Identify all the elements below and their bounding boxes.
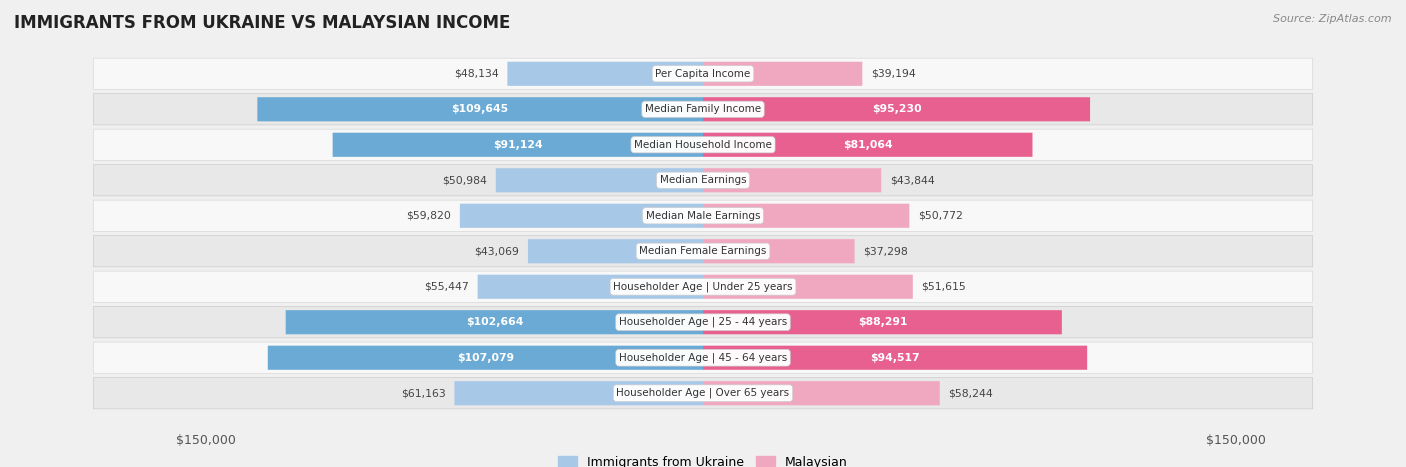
Text: $61,163: $61,163 [401,388,446,398]
FancyBboxPatch shape [93,342,1313,373]
FancyBboxPatch shape [93,236,1313,267]
Text: $107,079: $107,079 [457,353,515,363]
FancyBboxPatch shape [93,200,1313,231]
FancyBboxPatch shape [703,239,855,263]
FancyBboxPatch shape [527,239,703,263]
FancyBboxPatch shape [703,204,910,228]
Text: $50,984: $50,984 [443,175,488,185]
FancyBboxPatch shape [333,133,703,157]
FancyBboxPatch shape [257,97,703,121]
Text: Householder Age | 45 - 64 years: Householder Age | 45 - 64 years [619,353,787,363]
FancyBboxPatch shape [93,129,1313,160]
Legend: Immigrants from Ukraine, Malaysian: Immigrants from Ukraine, Malaysian [558,456,848,467]
Text: IMMIGRANTS FROM UKRAINE VS MALAYSIAN INCOME: IMMIGRANTS FROM UKRAINE VS MALAYSIAN INC… [14,14,510,32]
Text: $91,124: $91,124 [494,140,543,150]
FancyBboxPatch shape [703,62,862,86]
Text: $51,615: $51,615 [921,282,966,292]
Text: Householder Age | 25 - 44 years: Householder Age | 25 - 44 years [619,317,787,327]
Text: $59,820: $59,820 [406,211,451,221]
Text: $94,517: $94,517 [870,353,920,363]
FancyBboxPatch shape [703,133,1032,157]
Text: $81,064: $81,064 [844,140,893,150]
Text: $39,194: $39,194 [870,69,915,79]
FancyBboxPatch shape [478,275,703,299]
Text: Median Male Earnings: Median Male Earnings [645,211,761,221]
FancyBboxPatch shape [496,168,703,192]
Text: $109,645: $109,645 [451,104,509,114]
FancyBboxPatch shape [703,168,882,192]
Text: $58,244: $58,244 [948,388,993,398]
FancyBboxPatch shape [460,204,703,228]
Text: Median Family Income: Median Family Income [645,104,761,114]
Text: $48,134: $48,134 [454,69,499,79]
Text: $102,664: $102,664 [465,317,523,327]
FancyBboxPatch shape [93,271,1313,302]
Text: $88,291: $88,291 [858,317,907,327]
Text: $43,069: $43,069 [475,246,519,256]
FancyBboxPatch shape [703,381,939,405]
Text: Median Female Earnings: Median Female Earnings [640,246,766,256]
Text: $95,230: $95,230 [872,104,921,114]
Text: $55,447: $55,447 [425,282,470,292]
Text: $37,298: $37,298 [863,246,908,256]
Text: Source: ZipAtlas.com: Source: ZipAtlas.com [1274,14,1392,24]
FancyBboxPatch shape [93,378,1313,409]
FancyBboxPatch shape [454,381,703,405]
Text: Householder Age | Under 25 years: Householder Age | Under 25 years [613,282,793,292]
Text: Householder Age | Over 65 years: Householder Age | Over 65 years [616,388,790,398]
FancyBboxPatch shape [703,275,912,299]
Text: Median Household Income: Median Household Income [634,140,772,150]
FancyBboxPatch shape [703,346,1087,370]
FancyBboxPatch shape [93,307,1313,338]
FancyBboxPatch shape [285,310,703,334]
Text: Per Capita Income: Per Capita Income [655,69,751,79]
Text: Median Earnings: Median Earnings [659,175,747,185]
Text: $150,000: $150,000 [1205,434,1265,447]
Text: $150,000: $150,000 [176,434,236,447]
FancyBboxPatch shape [267,346,703,370]
FancyBboxPatch shape [93,165,1313,196]
FancyBboxPatch shape [93,58,1313,89]
FancyBboxPatch shape [508,62,703,86]
FancyBboxPatch shape [703,310,1062,334]
FancyBboxPatch shape [703,97,1090,121]
Text: $43,844: $43,844 [890,175,935,185]
Text: $50,772: $50,772 [918,211,963,221]
FancyBboxPatch shape [93,94,1313,125]
